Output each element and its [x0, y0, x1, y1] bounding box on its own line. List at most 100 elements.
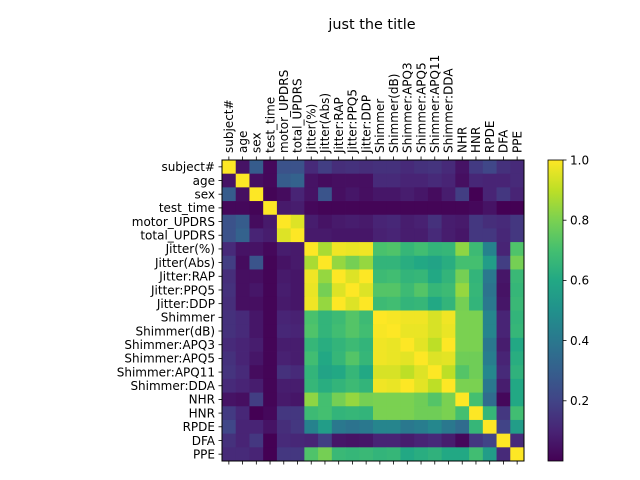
- heatmap-cell: [469, 269, 484, 284]
- heatmap-cell: [290, 173, 305, 188]
- y-tick-label: Shimmer:APQ11: [117, 365, 215, 379]
- heatmap-cell: [249, 296, 264, 311]
- heatmap-cell: [222, 160, 237, 175]
- heatmap-cell: [318, 324, 333, 339]
- heatmap-cell: [263, 406, 278, 421]
- heatmap-cell: [304, 378, 319, 393]
- heatmap-cell: [318, 310, 333, 325]
- heatmap-cell: [455, 296, 470, 311]
- heatmap-cell: [400, 228, 415, 243]
- heatmap-cell: [400, 214, 415, 229]
- heatmap-cell: [359, 255, 374, 270]
- heatmap-cell: [400, 187, 415, 202]
- colorbar-gradient: [547, 159, 564, 462]
- heatmap-cell: [414, 160, 429, 175]
- heatmap-cell: [469, 296, 484, 311]
- heatmap-cell: [222, 242, 237, 257]
- heatmap-cell: [304, 283, 319, 298]
- heatmap-cell: [469, 255, 484, 270]
- heatmap-cell: [373, 187, 388, 202]
- heatmap-cell: [235, 296, 250, 311]
- heatmap-cell: [345, 447, 360, 462]
- heatmap-cell: [496, 187, 511, 202]
- heatmap-cell: [496, 296, 511, 311]
- heatmap-cell: [469, 187, 484, 202]
- heatmap-cell: [304, 173, 319, 188]
- heatmap-cell: [276, 214, 292, 229]
- heatmap-cell: [373, 433, 388, 448]
- heatmap-cell: [414, 242, 429, 257]
- heatmap-cell: [510, 433, 525, 448]
- heatmap-cell: [249, 324, 264, 339]
- y-tick-label: NHR: [189, 393, 215, 407]
- heatmap-cell: [235, 351, 250, 366]
- heatmap-cell: [235, 324, 250, 339]
- heatmap-cell: [482, 228, 497, 243]
- heatmap-cell: [400, 337, 415, 352]
- heatmap-cell: [318, 269, 333, 284]
- heatmap-cell: [373, 228, 388, 243]
- heatmap-cell: [263, 378, 278, 393]
- heatmap-cell: [249, 242, 264, 257]
- heatmap-cell: [235, 283, 250, 298]
- heatmap-cell: [331, 173, 346, 188]
- heatmap-cell: [304, 296, 319, 311]
- heatmap-cell: [318, 173, 333, 188]
- heatmap-cell: [304, 214, 319, 229]
- heatmap-cell: [386, 447, 401, 462]
- heatmap-cell: [304, 160, 319, 175]
- heatmap-cell: [373, 173, 388, 188]
- heatmap-cell: [222, 310, 237, 325]
- heatmap-cell: [427, 447, 443, 462]
- heatmap-cell: [263, 201, 278, 216]
- colorbar-tick-label: 0.8: [570, 214, 589, 228]
- heatmap-cell: [441, 310, 456, 325]
- heatmap-cell: [331, 351, 346, 366]
- heatmap-cell: [373, 201, 388, 216]
- heatmap-cell: [373, 324, 388, 339]
- heatmap-cell: [359, 283, 374, 298]
- heatmap-cell: [386, 173, 401, 188]
- heatmap-cell: [496, 419, 511, 435]
- heatmap-cell: [496, 255, 511, 270]
- heatmap-cell: [400, 433, 415, 448]
- y-tick-label: Jitter:PPQ5: [150, 283, 215, 297]
- heatmap-cell: [359, 351, 374, 366]
- heatmap-cell: [345, 296, 360, 311]
- y-tick-label: motor_UPDRS: [132, 215, 215, 229]
- heatmap-cell: [345, 310, 360, 325]
- heatmap-cell: [345, 378, 360, 393]
- heatmap-cell: [331, 419, 346, 435]
- heatmap-cell: [263, 419, 278, 435]
- heatmap-cell: [414, 351, 429, 366]
- heatmap-cell: [331, 214, 346, 229]
- heatmap-cell: [496, 228, 511, 243]
- heatmap-cell: [235, 310, 250, 325]
- heatmap-cell: [304, 228, 319, 243]
- heatmap-cell: [455, 447, 470, 462]
- heatmap-cell: [290, 242, 305, 257]
- heatmap-cell: [414, 228, 429, 243]
- heatmap-cell: [469, 351, 484, 366]
- heatmap-cell: [441, 160, 456, 175]
- heatmap-cell: [496, 392, 511, 407]
- heatmap-cell: [276, 324, 292, 339]
- heatmap-cell: [510, 337, 525, 352]
- heatmap-cell: [263, 255, 278, 270]
- heatmap-cell: [235, 337, 250, 352]
- heatmap-cell: [276, 447, 292, 462]
- heatmap-cell: [441, 214, 456, 229]
- heatmap-cell: [427, 269, 443, 284]
- heatmap-cell: [427, 242, 443, 257]
- heatmap-cell: [318, 228, 333, 243]
- heatmap-cell: [510, 283, 525, 298]
- heatmap-cell: [276, 419, 292, 435]
- heatmap-cell: [359, 378, 374, 393]
- heatmap-cell: [290, 214, 305, 229]
- heatmap-cell: [414, 392, 429, 407]
- heatmap-cell: [290, 419, 305, 435]
- heatmap-cell: [386, 269, 401, 284]
- y-tick-label: total_UPDRS: [140, 229, 215, 243]
- heatmap-cell: [414, 419, 429, 435]
